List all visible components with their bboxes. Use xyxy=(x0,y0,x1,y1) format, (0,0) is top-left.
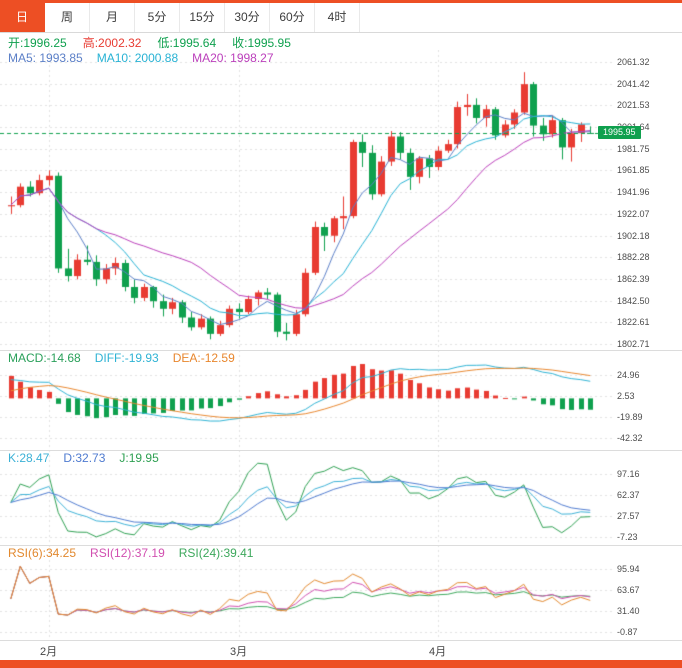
rsi-tick: 31.40 xyxy=(617,606,640,616)
rsi-tick: -0.87 xyxy=(617,627,638,637)
rsi-panel: RSI(6):34.25 RSI(12):37.19 RSI(24):39.41 9… xyxy=(0,545,682,640)
kdj-tick: -7.23 xyxy=(617,532,638,542)
macd-panel: MACD:-14.68 DIFF:-19.93 DEA:-12.59 24.96 2.… xyxy=(0,350,682,450)
dea-value: DEA:-12.59 xyxy=(172,351,235,365)
macd-value: MACD:-14.68 xyxy=(8,351,81,365)
macd-legend: MACD:-14.68 DIFF:-19.93 DEA:-12.59 xyxy=(8,351,235,365)
rsi-canvas[interactable] xyxy=(0,545,682,640)
panel-divider xyxy=(0,545,682,546)
ohlc-low: 低:1995.64 xyxy=(157,36,217,50)
tab-15min[interactable]: 15分 xyxy=(180,3,225,32)
price-tick: 1882.28 xyxy=(617,252,650,263)
rsi24-value: RSI(24):39.41 xyxy=(178,546,254,560)
tab-5min[interactable]: 5分 xyxy=(135,3,180,32)
month-label-3: 4月 xyxy=(429,646,447,658)
ohlc-open: 开:1996.25 xyxy=(8,36,67,50)
ma-legend: MA5: 1993.85 MA10: 2000.88 MA20: 1998.27 xyxy=(8,51,274,65)
month-label-1: 2月 xyxy=(40,646,58,658)
last-price-tag: 1995.95 xyxy=(598,126,641,139)
price-tick: 1862.39 xyxy=(617,273,650,284)
tab-month[interactable]: 月 xyxy=(90,3,135,32)
macd-tick: -42.32 xyxy=(617,433,643,443)
ohlc-legend: 开:1996.25 高:2002.32 低:1995.64 收:1995.95 xyxy=(8,35,291,50)
price-tick: 1902.18 xyxy=(617,230,650,241)
rsi-legend: RSI(6):34.25 RSI(12):37.19 RSI(24):39.41 xyxy=(8,546,253,560)
d-value: D:32.73 xyxy=(63,451,106,465)
panel-divider xyxy=(0,350,682,351)
rsi-tick: 63.67 xyxy=(617,585,640,595)
price-tick: 2061.32 xyxy=(617,57,650,67)
kdj-panel: K:28.47 D:32.73 J:19.95 97.16 62.37 27.57 -7.… xyxy=(0,450,682,545)
macd-tick: 2.53 xyxy=(617,391,635,401)
main-chart-panel: MA5: 1993.85 MA10: 2000.88 MA20: 1998.27 1… xyxy=(0,50,682,350)
time-axis: 2月 3月 4月 xyxy=(0,641,682,659)
timeframe-tabs: 日周月 5分 15分 30分 60分 4时 xyxy=(0,3,682,33)
tab-4hour[interactable]: 4时 xyxy=(315,3,360,32)
macd-canvas[interactable] xyxy=(0,350,682,450)
rsi-tick: 95.94 xyxy=(617,564,640,574)
kdj-tick: 27.57 xyxy=(617,511,640,521)
tab-30min[interactable]: 30分 xyxy=(225,3,270,32)
tab-60min[interactable]: 60分 xyxy=(270,3,315,32)
bottom-accent-bar xyxy=(0,660,682,668)
ohlc-high: 高:2002.32 xyxy=(82,36,142,50)
j-value: J:19.95 xyxy=(119,451,159,465)
ohlc-close: 收:1995.95 xyxy=(232,36,291,50)
kdj-canvas[interactable] xyxy=(0,450,682,545)
panel-divider xyxy=(0,450,682,451)
macd-tick: -19.89 xyxy=(617,412,643,422)
kdj-legend: K:28.47 D:32.73 J:19.95 xyxy=(8,451,159,465)
month-label-2: 3月 xyxy=(230,646,248,658)
price-tick: 2021.53 xyxy=(617,100,650,111)
price-tick: 1941.96 xyxy=(617,187,650,198)
tab-day[interactable]: 日 xyxy=(0,3,45,32)
price-tick: 1922.07 xyxy=(617,208,650,219)
rsi12-value: RSI(12):37.19 xyxy=(90,546,165,560)
rsi6-value: RSI(6):34.25 xyxy=(8,546,77,560)
price-tick: 1981.75 xyxy=(617,143,650,154)
panel-divider xyxy=(0,640,682,641)
ma10-legend: MA10: 2000.88 xyxy=(96,51,179,65)
price-tick: 1822.61 xyxy=(617,317,650,328)
top-accent-bar xyxy=(0,0,682,3)
price-tick: 1802.71 xyxy=(617,339,650,349)
price-tick: 1961.85 xyxy=(617,165,650,176)
kdj-tick: 62.37 xyxy=(617,490,640,500)
tab-week[interactable]: 周 xyxy=(45,3,90,32)
ma20-legend: MA20: 1998.27 xyxy=(192,51,274,65)
candlestick-canvas[interactable] xyxy=(0,50,682,350)
ma5-legend: MA5: 1993.85 xyxy=(8,51,83,65)
k-value: K:28.47 xyxy=(8,451,50,465)
price-tick: 2041.42 xyxy=(617,78,650,89)
macd-tick: 24.96 xyxy=(617,370,640,380)
price-tick: 1842.50 xyxy=(617,295,650,306)
kdj-tick: 97.16 xyxy=(617,469,640,479)
diff-value: DIFF:-19.93 xyxy=(94,351,159,365)
